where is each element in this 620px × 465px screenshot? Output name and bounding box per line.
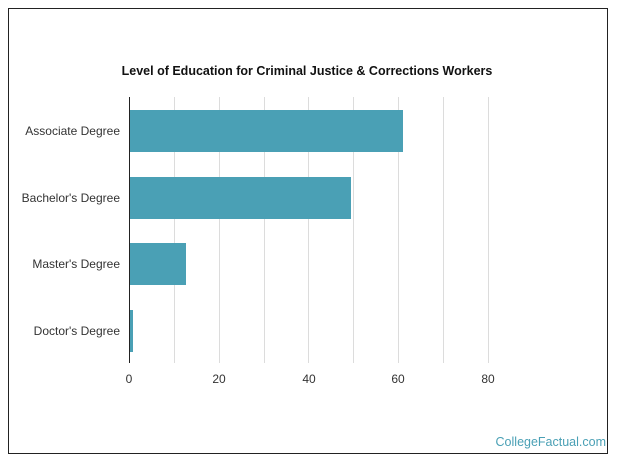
gridline bbox=[488, 97, 489, 363]
category-label: Master's Degree bbox=[32, 257, 120, 271]
plot-area bbox=[129, 97, 489, 363]
x-tick-label: 0 bbox=[125, 372, 133, 386]
x-tick-label: 60 bbox=[391, 372, 405, 386]
gridline bbox=[353, 97, 354, 363]
category-label: Doctor's Degree bbox=[33, 324, 120, 338]
gridline bbox=[264, 97, 265, 363]
source-credit-link[interactable]: CollegeFactual.com bbox=[495, 435, 606, 449]
bar-doctors-degree[interactable] bbox=[129, 310, 134, 352]
gridline bbox=[398, 97, 399, 363]
y-axis-line bbox=[129, 97, 130, 363]
gridline bbox=[443, 97, 444, 363]
gridline bbox=[308, 97, 309, 363]
chart-title: Level of Education for Criminal Justice … bbox=[121, 64, 493, 78]
gridline bbox=[219, 97, 220, 363]
category-label: Associate Degree bbox=[25, 124, 120, 138]
x-tick-label: 80 bbox=[481, 372, 495, 386]
gridline bbox=[174, 97, 175, 363]
x-tick-label: 20 bbox=[212, 372, 226, 386]
x-tick-label: 40 bbox=[302, 372, 316, 386]
category-label: Bachelor's Degree bbox=[21, 191, 120, 205]
bar-masters-degree[interactable] bbox=[129, 243, 186, 285]
bar-bachelors-degree[interactable] bbox=[129, 177, 352, 219]
bar-associate-degree[interactable] bbox=[129, 110, 404, 152]
